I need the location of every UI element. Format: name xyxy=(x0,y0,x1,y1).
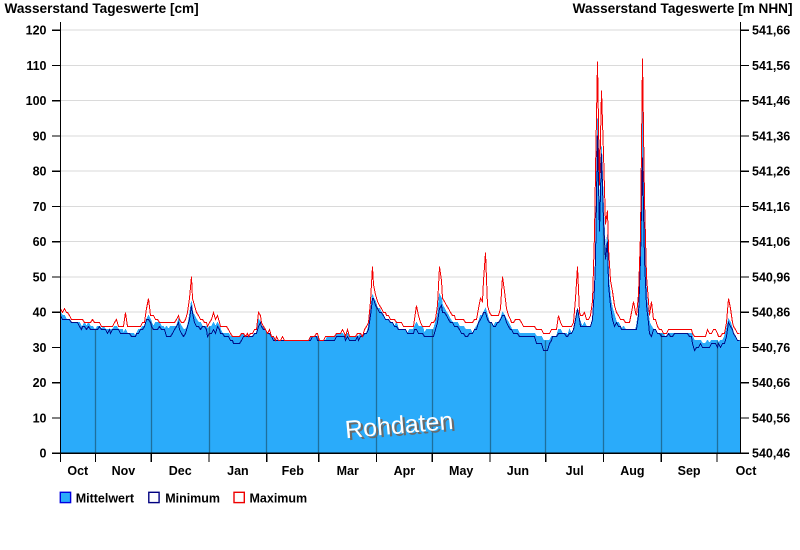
svg-text:Oct: Oct xyxy=(67,464,89,478)
svg-text:0: 0 xyxy=(40,447,47,461)
svg-text:Oct: Oct xyxy=(736,464,758,478)
svg-text:540,46: 540,46 xyxy=(752,447,790,461)
svg-text:70: 70 xyxy=(33,200,47,214)
svg-text:540,96: 540,96 xyxy=(752,271,790,285)
svg-text:100: 100 xyxy=(26,94,47,108)
svg-text:Jun: Jun xyxy=(507,464,529,478)
svg-text:541,66: 541,66 xyxy=(752,24,790,38)
svg-text:541,46: 541,46 xyxy=(752,94,790,108)
svg-text:Mittelwert: Mittelwert xyxy=(76,491,135,505)
svg-text:540,66: 540,66 xyxy=(752,376,790,390)
svg-text:10: 10 xyxy=(33,412,47,426)
svg-text:60: 60 xyxy=(33,235,47,249)
svg-text:40: 40 xyxy=(33,306,47,320)
svg-text:Feb: Feb xyxy=(282,464,305,478)
svg-text:Maximum: Maximum xyxy=(250,491,308,505)
svg-text:540,86: 540,86 xyxy=(752,306,790,320)
svg-text:Mar: Mar xyxy=(337,464,359,478)
svg-text:90: 90 xyxy=(33,130,47,144)
svg-text:541,56: 541,56 xyxy=(752,59,790,73)
svg-text:541,06: 541,06 xyxy=(752,235,790,249)
svg-text:Aug: Aug xyxy=(620,464,644,478)
svg-text:541,26: 541,26 xyxy=(752,165,790,179)
svg-text:Dec: Dec xyxy=(169,464,192,478)
svg-text:541,16: 541,16 xyxy=(752,200,790,214)
svg-text:Nov: Nov xyxy=(112,464,136,478)
svg-text:120: 120 xyxy=(26,24,47,38)
svg-text:540,76: 540,76 xyxy=(752,341,790,355)
svg-text:Jan: Jan xyxy=(227,464,249,478)
svg-text:Wasserstand Tageswerte [m NHN]: Wasserstand Tageswerte [m NHN] xyxy=(573,1,793,16)
svg-text:Jul: Jul xyxy=(566,464,584,478)
svg-text:Minimum: Minimum xyxy=(165,491,220,505)
svg-text:540,56: 540,56 xyxy=(752,412,790,426)
svg-text:110: 110 xyxy=(26,59,46,73)
svg-text:Wasserstand Tageswerte [cm]: Wasserstand Tageswerte [cm] xyxy=(5,1,199,16)
svg-text:May: May xyxy=(449,464,473,478)
svg-text:Apr: Apr xyxy=(394,464,416,478)
svg-text:30: 30 xyxy=(33,341,47,355)
svg-text:80: 80 xyxy=(33,165,47,179)
svg-text:20: 20 xyxy=(33,376,47,390)
svg-text:Sep: Sep xyxy=(678,464,701,478)
svg-text:50: 50 xyxy=(33,271,47,285)
svg-text:541,36: 541,36 xyxy=(752,130,790,144)
